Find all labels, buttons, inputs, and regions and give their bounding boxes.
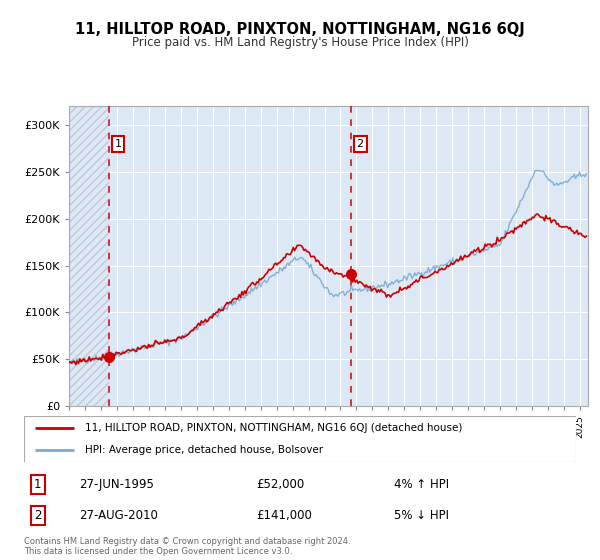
Text: 2: 2 — [356, 139, 364, 149]
Text: This data is licensed under the Open Government Licence v3.0.: This data is licensed under the Open Gov… — [24, 548, 292, 557]
Text: 1: 1 — [34, 478, 41, 491]
Text: HPI: Average price, detached house, Bolsover: HPI: Average price, detached house, Bols… — [85, 445, 323, 455]
Text: £141,000: £141,000 — [256, 509, 312, 522]
Text: 11, HILLTOP ROAD, PINXTON, NOTTINGHAM, NG16 6QJ (detached house): 11, HILLTOP ROAD, PINXTON, NOTTINGHAM, N… — [85, 423, 462, 433]
Text: 4% ↑ HPI: 4% ↑ HPI — [394, 478, 449, 491]
Bar — [69, 106, 109, 406]
Text: £52,000: £52,000 — [256, 478, 304, 491]
Text: Price paid vs. HM Land Registry's House Price Index (HPI): Price paid vs. HM Land Registry's House … — [131, 36, 469, 49]
Text: 11, HILLTOP ROAD, PINXTON, NOTTINGHAM, NG16 6QJ: 11, HILLTOP ROAD, PINXTON, NOTTINGHAM, N… — [75, 22, 525, 38]
Text: 27-JUN-1995: 27-JUN-1995 — [79, 478, 154, 491]
Text: Contains HM Land Registry data © Crown copyright and database right 2024.: Contains HM Land Registry data © Crown c… — [24, 538, 350, 547]
Text: 5% ↓ HPI: 5% ↓ HPI — [394, 509, 449, 522]
Text: 27-AUG-2010: 27-AUG-2010 — [79, 509, 158, 522]
Text: 1: 1 — [115, 139, 121, 149]
Text: 2: 2 — [34, 509, 41, 522]
